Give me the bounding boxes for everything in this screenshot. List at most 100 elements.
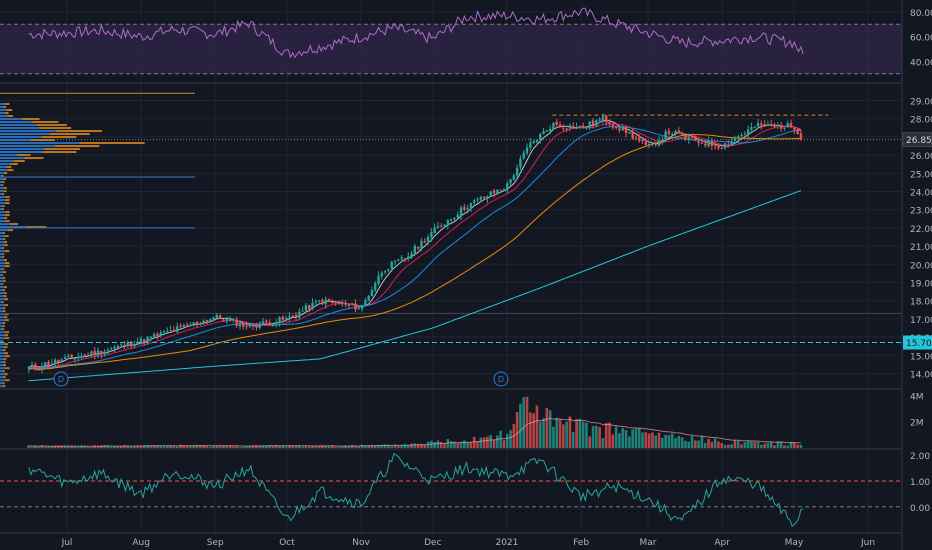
volume-bar (403, 444, 407, 448)
volume-profile-down-77 (16, 154, 31, 157)
candle-body (205, 320, 209, 322)
volume-profile-up-78 (0, 151, 43, 154)
candle-body (631, 132, 634, 139)
volume-bar (760, 444, 763, 448)
volume-bar (123, 445, 126, 448)
volume-profile-up-25 (0, 310, 3, 313)
candle-body (192, 322, 195, 325)
volume-bar (703, 442, 707, 448)
candle-body (347, 304, 351, 306)
volume-bar (136, 445, 139, 448)
candle-body (238, 322, 242, 327)
volume-bar (545, 407, 549, 448)
candle-body (473, 200, 476, 203)
candle-body (281, 316, 285, 320)
candle-body (360, 305, 364, 309)
candle-body (176, 326, 179, 332)
volume-bar (601, 438, 605, 448)
volume-bar (232, 446, 235, 448)
volume-profile-down-11 (4, 352, 9, 355)
volume-profile-down-71 (3, 172, 8, 175)
volume-profile-up-58 (0, 211, 6, 214)
volume-profile-down-83 (41, 136, 77, 139)
volume-profile-down-42 (3, 259, 7, 262)
candle-body (63, 357, 67, 359)
candle-body (34, 364, 37, 368)
candle-body (456, 214, 459, 218)
volume-profile-down-89 (21, 118, 40, 121)
volume-profile-up-43 (0, 256, 3, 259)
candle-body (595, 120, 598, 126)
volume-profile-up-81 (0, 142, 80, 145)
candle-body (717, 146, 720, 149)
candle-body (614, 126, 618, 128)
volume-bar (796, 444, 799, 448)
candle-body (423, 241, 426, 243)
last-price-badge (902, 132, 932, 148)
x-tick-label-dec: Dec (424, 538, 441, 548)
candle-body (565, 128, 568, 130)
volume-profile-up-56 (0, 217, 4, 220)
volume-moving-average (28, 417, 801, 447)
candle-body (502, 189, 506, 191)
volume-profile-down-29 (4, 298, 9, 301)
candle-body (400, 257, 403, 259)
volume-bar (548, 410, 552, 448)
candle-body (723, 143, 727, 149)
volume-profile-up-48 (0, 241, 4, 244)
volume-bar (443, 443, 446, 448)
candle-body (215, 315, 219, 319)
candle-body (268, 322, 271, 326)
volume-profile-up-27 (0, 304, 5, 307)
candle-body (182, 324, 186, 327)
candle-body (57, 359, 60, 362)
volume-bar (684, 440, 687, 448)
volume-bar (129, 446, 133, 448)
volume-bar (202, 445, 205, 448)
volume-bar (83, 446, 87, 448)
candle-body (436, 226, 440, 228)
candle-body (515, 167, 519, 176)
candle-body (624, 126, 628, 133)
volume-profile-up-45 (0, 250, 6, 253)
volume-profile-up-22 (0, 319, 5, 322)
candle-body (354, 303, 357, 310)
volume-bar (773, 445, 776, 448)
volume-bar (400, 445, 403, 448)
volume-profile-down-62 (5, 199, 10, 202)
candle-body (555, 121, 558, 125)
volume-profile-down-84 (49, 133, 90, 136)
volume-bar (562, 424, 565, 448)
volume-bar (631, 429, 634, 448)
candle-body (136, 342, 139, 345)
candle-body (110, 348, 113, 350)
volume-bar (93, 445, 97, 448)
volume-profile-down-36 (2, 277, 6, 280)
volume-bar (406, 445, 410, 448)
volume-profile-down-25 (2, 310, 6, 313)
volume-profile-up-6 (0, 367, 6, 370)
volume-bar (281, 445, 285, 448)
x-tick-label-mar: Mar (640, 538, 657, 548)
candle-body (426, 236, 430, 242)
candle-body (327, 299, 331, 302)
candle-body (314, 301, 318, 303)
volume-bar (641, 432, 644, 448)
volume-profile-up-23 (0, 316, 5, 319)
volume-profile-up-75 (0, 160, 14, 163)
candle-body (621, 126, 624, 131)
candle-body (420, 240, 423, 250)
volume-bar (383, 444, 387, 448)
volume-profile-down-23 (4, 316, 8, 319)
candle-body (529, 142, 532, 148)
candle-body (225, 319, 228, 321)
volume-bar (241, 446, 245, 448)
volume-bar (397, 445, 400, 448)
volume-bar (189, 445, 192, 448)
volume-bar (439, 442, 443, 448)
volume-bar (476, 441, 479, 448)
volume-profile-up-40 (0, 265, 6, 268)
volume-profile-down-55 (5, 220, 10, 223)
volume-profile-down-14 (4, 343, 8, 346)
price-tick-label-12: 26.00 (910, 152, 932, 162)
